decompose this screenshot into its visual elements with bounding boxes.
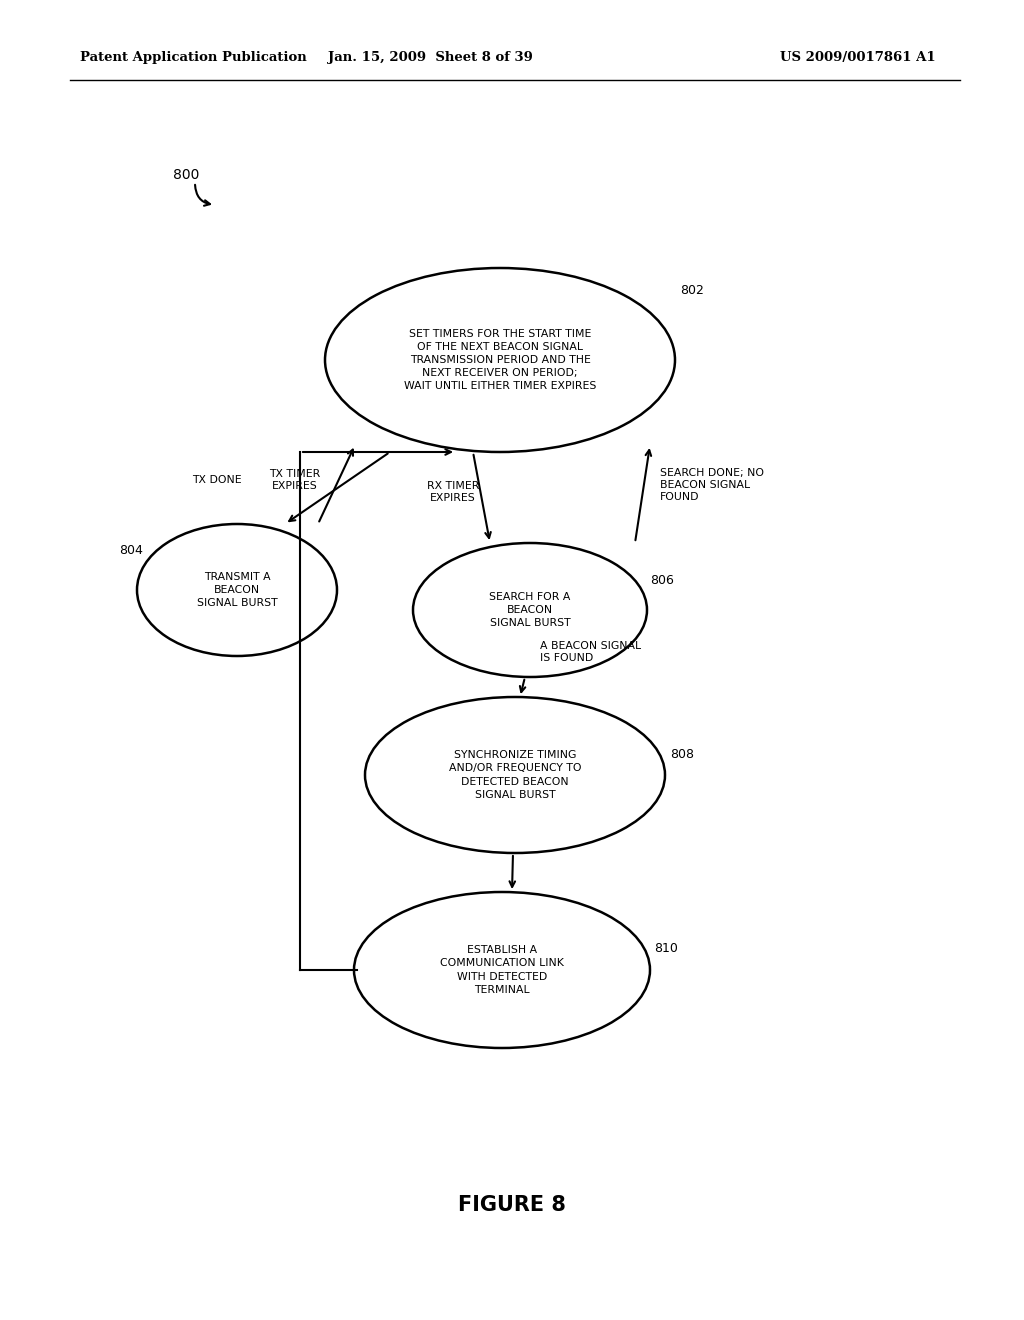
Text: ESTABLISH A
COMMUNICATION LINK
WITH DETECTED
TERMINAL: ESTABLISH A COMMUNICATION LINK WITH DETE… <box>440 945 564 995</box>
Text: Patent Application Publication: Patent Application Publication <box>80 51 307 65</box>
Text: FIGURE 8: FIGURE 8 <box>458 1195 566 1214</box>
Text: Jan. 15, 2009  Sheet 8 of 39: Jan. 15, 2009 Sheet 8 of 39 <box>328 51 532 65</box>
Text: 802: 802 <box>680 284 703 297</box>
Text: A BEACON SIGNAL
IS FOUND: A BEACON SIGNAL IS FOUND <box>540 642 641 663</box>
Text: 804: 804 <box>119 544 143 557</box>
Text: TX TIMER
EXPIRES: TX TIMER EXPIRES <box>269 469 321 491</box>
Text: 800: 800 <box>173 168 200 182</box>
Text: SEARCH DONE; NO
BEACON SIGNAL
FOUND: SEARCH DONE; NO BEACON SIGNAL FOUND <box>660 469 764 502</box>
Text: TRANSMIT A
BEACON
SIGNAL BURST: TRANSMIT A BEACON SIGNAL BURST <box>197 572 278 609</box>
Text: SEARCH FOR A
BEACON
SIGNAL BURST: SEARCH FOR A BEACON SIGNAL BURST <box>489 591 570 628</box>
Text: SET TIMERS FOR THE START TIME
OF THE NEXT BEACON SIGNAL
TRANSMISSION PERIOD AND : SET TIMERS FOR THE START TIME OF THE NEX… <box>403 329 596 392</box>
Text: SYNCHRONIZE TIMING
AND/OR FREQUENCY TO
DETECTED BEACON
SIGNAL BURST: SYNCHRONIZE TIMING AND/OR FREQUENCY TO D… <box>449 750 582 800</box>
Text: 806: 806 <box>650 573 674 586</box>
Text: RX TIMER
EXPIRES: RX TIMER EXPIRES <box>427 482 479 503</box>
Text: US 2009/0017861 A1: US 2009/0017861 A1 <box>780 51 936 65</box>
Text: 810: 810 <box>654 941 678 954</box>
Text: TX DONE: TX DONE <box>193 475 242 484</box>
Text: 808: 808 <box>670 748 694 762</box>
